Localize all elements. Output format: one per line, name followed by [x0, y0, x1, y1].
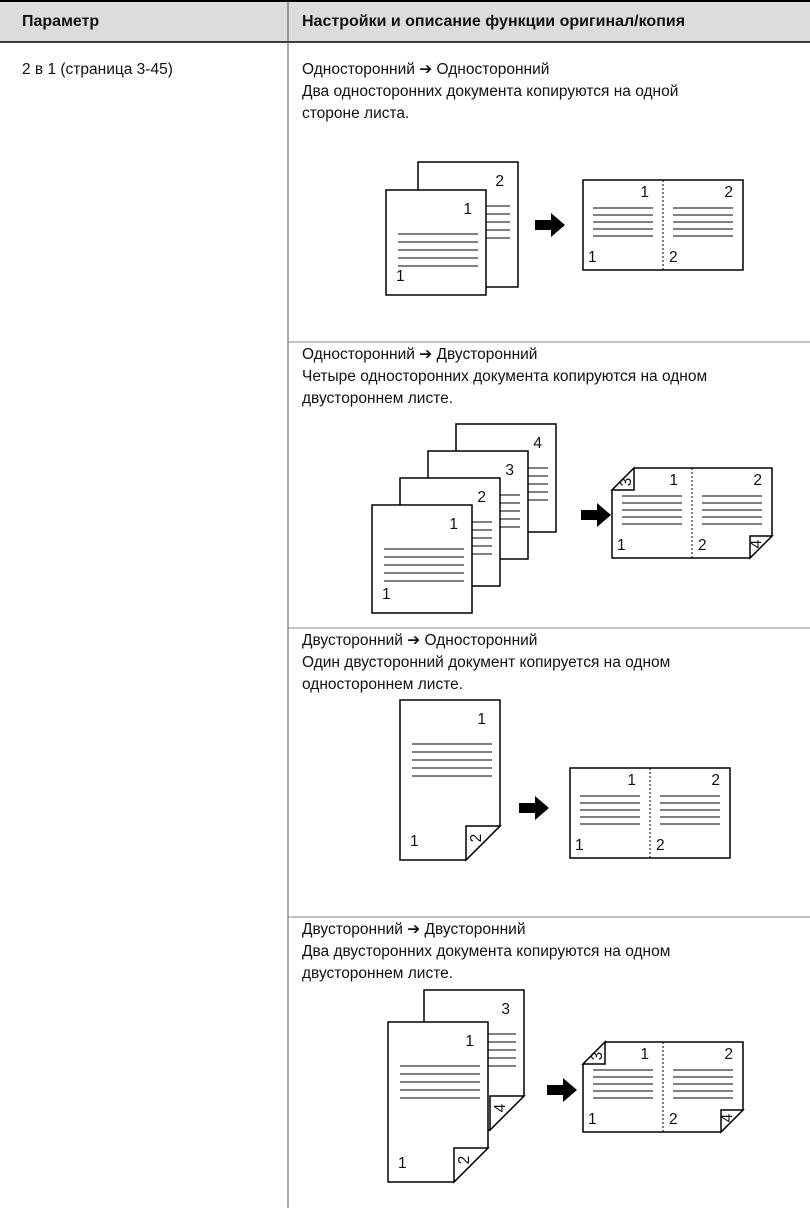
page-number: 2	[477, 489, 486, 506]
description-line: Два односторонних документа копируются н…	[302, 83, 678, 100]
folded-corner	[453, 1147, 490, 1184]
page-number: 1	[477, 711, 486, 728]
page-number: 4	[719, 1113, 736, 1122]
page-number: 1	[410, 833, 419, 850]
page-number: 2	[711, 772, 720, 789]
folded-corner	[610, 466, 635, 491]
page-number: 1	[398, 1155, 407, 1172]
original-page	[371, 504, 473, 614]
description-line: двустороннем листе.	[302, 965, 453, 982]
description-line: одностороннем листе.	[302, 676, 463, 693]
page-number: 1	[617, 537, 626, 554]
folded-corner	[720, 1109, 745, 1134]
page-number: 2	[468, 834, 485, 843]
mode-title: Односторонний ➔ Двусторонний	[302, 346, 537, 363]
page-number: 3	[505, 462, 514, 479]
page-number: 1	[588, 1111, 597, 1128]
page-number: 1	[463, 201, 472, 218]
page-number: 1	[669, 472, 678, 489]
folded-corner	[489, 1095, 526, 1132]
page-number: 2	[495, 173, 504, 190]
description-line: Два двусторонних документа копируются на…	[302, 943, 670, 960]
page-number: 1	[465, 1033, 474, 1050]
page-number: 4	[533, 435, 542, 452]
description-line: Один двусторонний документ копируется на…	[302, 654, 670, 671]
page-number: 2	[724, 1046, 733, 1063]
mode-title: Двусторонний ➔ Односторонний	[302, 632, 537, 649]
page-number: 2	[698, 537, 707, 554]
header-cell: Параметр	[22, 13, 99, 30]
folded-corner	[581, 1040, 606, 1065]
page-number: 4	[492, 1103, 509, 1112]
arrow	[519, 796, 549, 820]
page-number: 1	[627, 772, 636, 789]
page-number: 1	[575, 837, 584, 854]
page-number: 1	[640, 1046, 649, 1063]
parameter-name: 2 в 1 (страница 3-45)	[22, 61, 173, 78]
description-line: Четыре односторонних документа копируютс…	[302, 368, 707, 385]
mode-title: Односторонний ➔ Односторонний	[302, 61, 549, 78]
page-number: 2	[669, 1111, 678, 1128]
page-number: 1	[382, 586, 391, 603]
page-number: 1	[640, 184, 649, 201]
description-line: двустороннем листе.	[302, 390, 453, 407]
arrow	[547, 1078, 577, 1102]
page-number: 2	[656, 837, 665, 854]
page-number: 1	[588, 249, 597, 266]
header-cell: Настройки и описание функции оригинал/ко…	[302, 13, 685, 30]
description-line: стороне листа.	[302, 105, 409, 122]
page-number: 3	[618, 478, 635, 487]
folded-corner	[749, 535, 774, 560]
page-number: 2	[669, 249, 678, 266]
page-number: 3	[501, 1001, 510, 1018]
page-number: 2	[456, 1156, 473, 1165]
page-number: 4	[748, 539, 765, 548]
page-number: 3	[589, 1052, 606, 1061]
page-number: 2	[753, 472, 762, 489]
page-number: 1	[449, 516, 458, 533]
arrow	[535, 213, 565, 237]
mode-title: Двусторонний ➔ Двусторонний	[302, 921, 525, 938]
folded-corner	[465, 825, 502, 862]
page-number: 1	[396, 268, 405, 285]
arrow	[581, 503, 611, 527]
page-number: 2	[724, 184, 733, 201]
header-background	[0, 1, 810, 42]
